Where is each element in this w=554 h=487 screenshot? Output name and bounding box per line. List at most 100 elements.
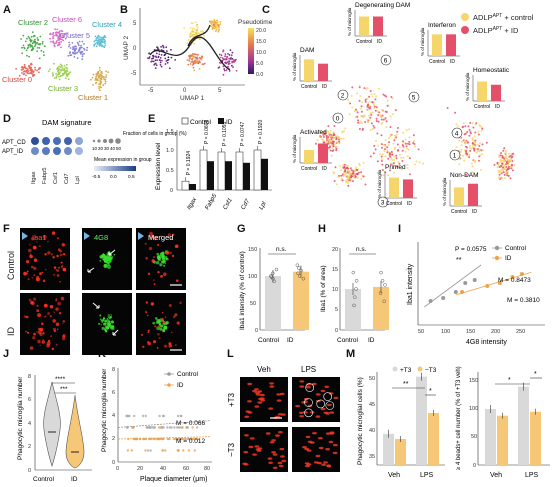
cell-point [382, 118, 385, 121]
col-label: LPS [301, 365, 316, 374]
signal-spot [106, 326, 108, 328]
y-axis-label: % of microglia [292, 134, 297, 163]
cell-point [408, 136, 411, 139]
data-point [485, 284, 490, 288]
cell-point [57, 42, 60, 44]
bar-id [225, 161, 232, 190]
cell-point [98, 36, 101, 38]
data-point [296, 271, 300, 276]
cell-point [195, 58, 198, 61]
cell-signal [332, 451, 338, 455]
cell-point [98, 75, 100, 78]
cell-point [472, 147, 475, 150]
cell-signal [329, 432, 335, 435]
cell-point [228, 70, 231, 72]
cell-point [26, 54, 28, 57]
cell-point [476, 143, 479, 146]
cell-point [386, 99, 389, 102]
cell-point [330, 138, 333, 141]
legend-swatch-control [461, 13, 469, 21]
signal-spot [33, 297, 37, 301]
cell-point [218, 53, 221, 56]
signal-spot [150, 234, 155, 239]
cell-point [23, 66, 26, 69]
y-tick: 0 [335, 328, 338, 334]
cell-point [102, 84, 105, 87]
cell-point [157, 56, 160, 59]
cell-point [509, 177, 512, 180]
signal-spot [51, 231, 56, 235]
cell-point [359, 107, 362, 110]
signal-spot [51, 347, 54, 351]
cell-point [56, 31, 59, 34]
cell-point [24, 40, 27, 43]
cell-point [471, 138, 474, 141]
bar-minus-t3 [530, 411, 541, 465]
signal-spot [62, 320, 65, 323]
cell-point [39, 35, 42, 38]
cell-point [47, 70, 50, 73]
cell-point [330, 139, 333, 142]
cell-point [504, 150, 507, 152]
signal-spot [110, 325, 114, 329]
signal-spot [62, 323, 64, 325]
signal-spot [49, 305, 54, 309]
data-point [130, 449, 133, 452]
highlight-circle [325, 401, 335, 410]
cell-point [461, 126, 464, 129]
cell-point [229, 57, 232, 60]
cell-point [104, 78, 107, 81]
cell-point [404, 138, 407, 141]
cell-point [350, 178, 353, 181]
cell-point [407, 142, 409, 145]
signal-spot [31, 277, 34, 279]
cell-point [66, 69, 68, 72]
state-title: Activated [300, 129, 327, 136]
signal-spot [61, 336, 66, 341]
color-tick: 0.5 [128, 174, 135, 180]
cell-point [213, 18, 216, 21]
row-label: APT_CD [2, 140, 26, 146]
signal-spot [160, 324, 163, 328]
cell-point [344, 127, 347, 130]
cell-point [393, 134, 396, 137]
signal-spot [42, 234, 47, 239]
signal-spot [152, 321, 156, 325]
cell-point [96, 79, 98, 82]
cell-point [396, 143, 399, 146]
data-point [131, 426, 134, 429]
signal-spot [156, 261, 160, 265]
signal-spot [99, 260, 101, 262]
cell-point [377, 114, 380, 117]
data-point [180, 437, 183, 441]
cell-point [373, 144, 376, 147]
signal-spot [147, 329, 150, 332]
gene-label: Itgax [187, 196, 199, 211]
cell-point [156, 46, 159, 49]
cell-point [72, 46, 74, 48]
cell-point [55, 40, 58, 42]
cell-point [227, 53, 229, 55]
cell-point [479, 154, 482, 157]
signal-spot [28, 298, 32, 302]
cell-point [460, 140, 463, 143]
cell-point [155, 52, 158, 55]
cell-point [37, 39, 39, 41]
cell-point [471, 137, 474, 140]
signal-spot [153, 256, 155, 259]
cell-signal [268, 461, 273, 464]
data-point [182, 449, 185, 452]
bar-plus-t3 [383, 433, 394, 465]
cell-point [344, 175, 347, 178]
gene-label: Cd7 [64, 173, 70, 184]
cell-point [368, 115, 371, 117]
cell-point [49, 68, 51, 71]
cell-point [469, 121, 472, 124]
cell-point [153, 63, 156, 66]
cell-point [467, 125, 470, 128]
signal-spot [163, 326, 165, 328]
cell-point [493, 163, 496, 166]
cell-point [511, 169, 514, 172]
cell-point [34, 66, 36, 69]
cell-point [36, 69, 38, 72]
